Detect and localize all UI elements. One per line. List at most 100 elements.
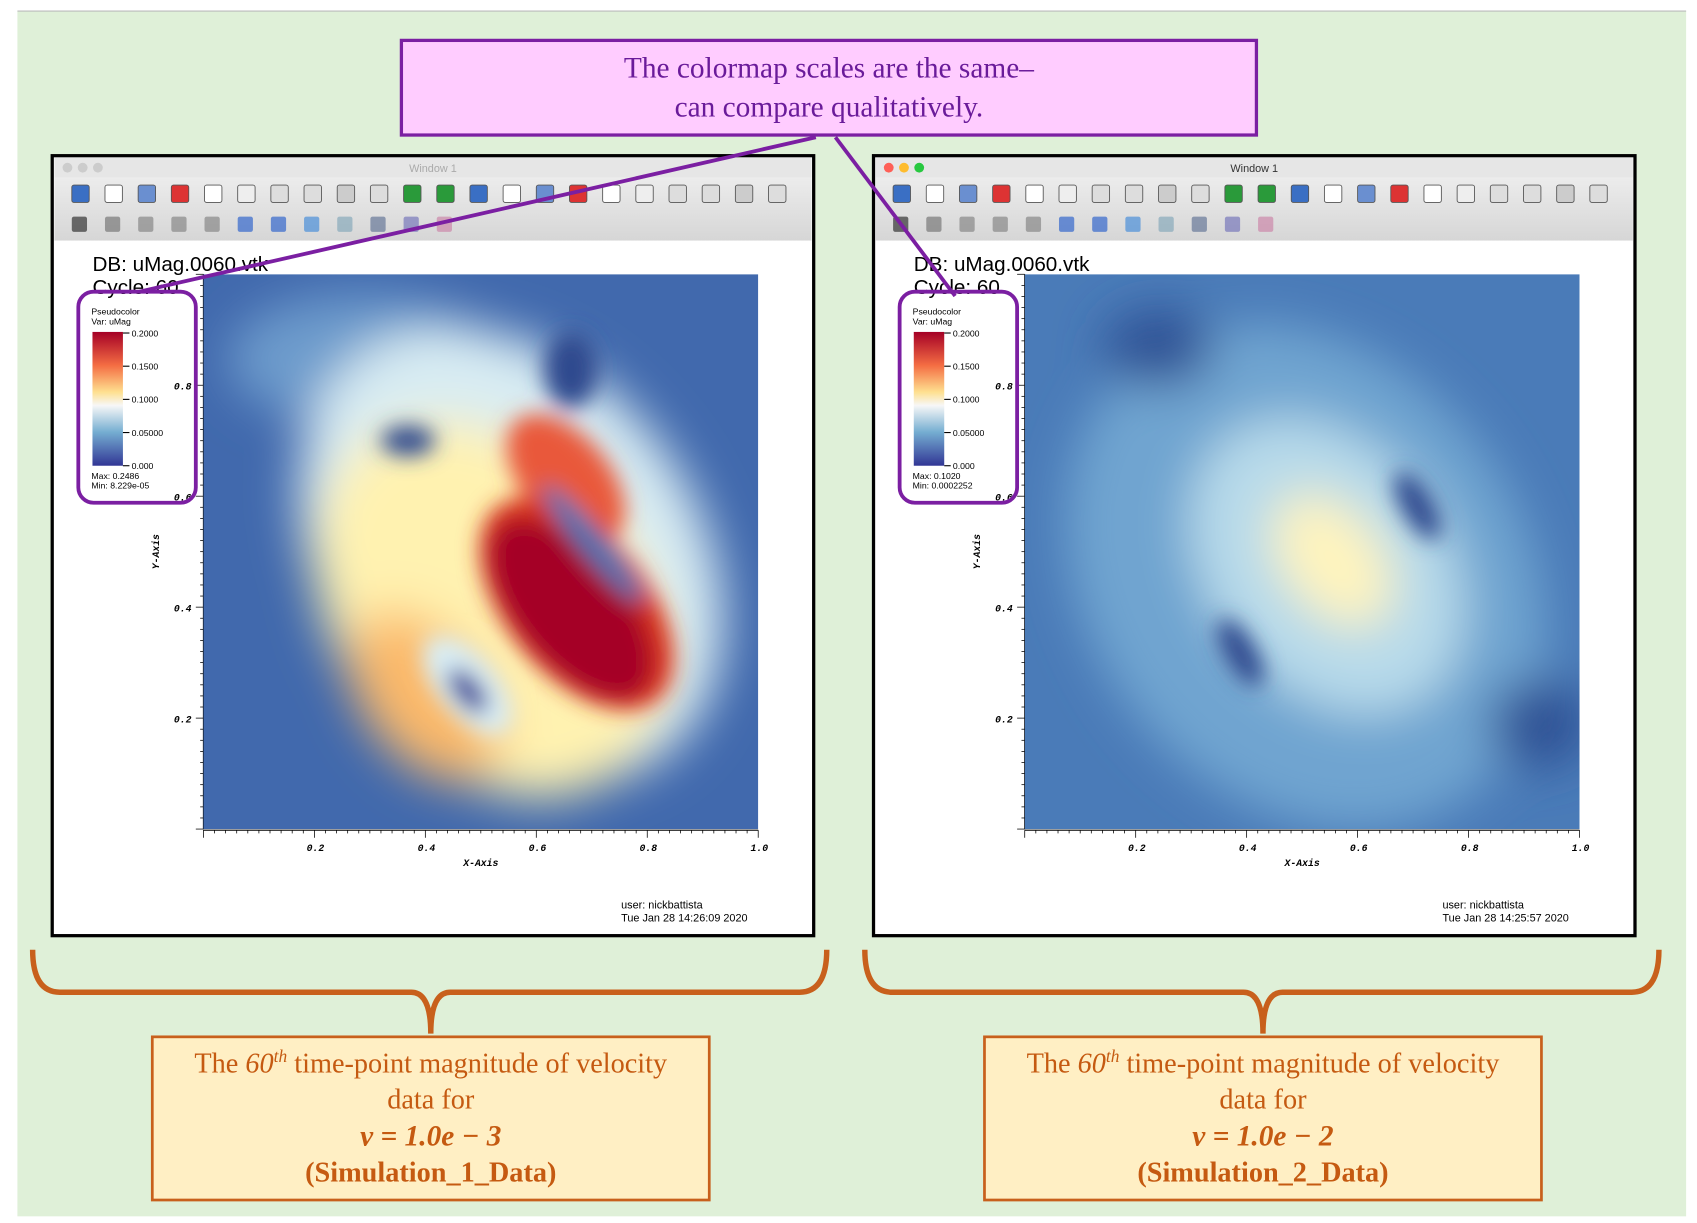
toolbar-icon [701,184,721,203]
toolbar-icon [1456,184,1475,203]
colorbar-label: 0.000 [132,461,154,471]
toolbar-icon [926,216,942,232]
y-tick-label: 0.6 [995,493,1013,504]
toolbar-icon [1323,184,1343,203]
toolbar-icon [71,184,90,203]
x-tick-label: 0.2 [307,843,325,854]
toolbar-icon [1025,184,1044,203]
colorbar-label: 0.2000 [953,328,980,338]
toolbar-icon [237,184,256,203]
y-tick-label: 0.4 [995,604,1013,615]
toolbar-icon [1092,216,1108,232]
toolbar-icon [1357,184,1376,203]
cycle-label: Cycle: 60 [914,276,1000,299]
toolbar-icon [1556,184,1575,203]
window-button [883,162,894,173]
caption-line: data for [387,1085,475,1116]
window-title: Window 1 [1230,163,1278,175]
toolbar-icon [204,184,223,203]
toolbar-icon [204,216,220,232]
caption-number: 60 [1078,1049,1106,1080]
caption-dataset: (Simulation_1_Data) [305,1158,556,1189]
toolbar-icon [1224,184,1243,203]
callout-text: The colormap scales are the same– [624,52,1034,84]
toolbar-icon [734,184,754,203]
x-axis-title: X-Axis [462,858,498,869]
x-tick-label: 0.8 [640,843,658,854]
toolbar-icon [1025,216,1042,232]
toolbar-icon [892,184,911,203]
legend-title: Pseudocolor [913,307,961,317]
window-button [899,162,909,173]
legend-max: Max: 0.1020 [913,471,961,481]
legend-highlight [897,289,1020,505]
toolbar-icon [104,216,121,232]
toolbar-icon [768,184,787,203]
caption-number: 60 [245,1049,273,1080]
toolbar-icon [1058,216,1075,232]
caption-formula: ν = 1.0e − 3 [360,1121,501,1153]
legend-var: Var: uMag [91,316,131,326]
caption-sup: th [274,1046,288,1066]
toolbar-icon [370,216,386,232]
toolbar-icon [1058,184,1077,203]
y-tick-label: 0.6 [174,493,192,504]
brace [862,949,1662,1034]
x-tick-label: 1.0 [1572,843,1590,854]
toolbar-icon [602,184,621,203]
toolbar-icon [1158,184,1177,203]
callout-box [399,38,1259,137]
toolbar-icon [303,184,322,203]
y-tick-label: 0.4 [174,604,192,615]
toolbar-icon [104,184,123,203]
caption-part: time-point magnitude of velocity [1119,1049,1500,1080]
toolbar-icon [502,184,521,203]
toolbar-icon [337,216,353,232]
toolbar-icon [1158,216,1174,232]
legend-min: Min: 0.0002252 [913,481,973,491]
legend-max: Max: 0.2486 [91,471,139,481]
x-tick-label: 0.4 [418,843,436,854]
toolbar-icon [992,184,1011,203]
caption-part: The [1027,1049,1078,1080]
y-tick-label: 0.8 [995,382,1013,393]
toolbar-icon [1523,184,1542,203]
toolbar-icon [237,216,253,232]
toolbar-icon [1390,184,1409,203]
colorbar-label: 0.1500 [132,361,159,371]
x-tick-label: 0.6 [529,843,547,854]
toolbar-icon [1191,216,1207,232]
toolbar-icon [668,184,687,203]
x-axis-title: X-Axis [1284,858,1320,869]
caption-part: time-point magnitude of velocity [287,1049,668,1080]
toolbar-icon [1091,184,1111,203]
colorbar-label: 0.1000 [132,395,159,405]
colorbar [913,331,945,466]
window-button [62,162,73,173]
legend-title: Pseudocolor [91,307,139,317]
caption-box [150,1035,711,1202]
user-label: user: nickbattista [1442,899,1524,911]
y-axis-title: Y-Axis [151,534,162,569]
window-button [93,162,103,173]
toolbar-icon [403,184,422,203]
pointer [833,136,957,298]
toolbar-icon [270,216,287,232]
toolbar-icon [436,184,455,203]
caption-line: The 60th time-point magnitude of velocit… [194,1046,668,1080]
toolbar-icon [304,216,320,232]
x-tick-label: 1.0 [750,843,768,854]
caption-sup: th [1106,1046,1120,1066]
toolbar-icon [1489,184,1509,203]
colorbar-label: 0.1500 [953,361,980,371]
toolbar-icon [959,216,975,232]
toolbar-icon [1224,216,1241,232]
toolbar-icon [1258,216,1274,232]
toolbar-icon [1423,184,1442,203]
toolbar [875,177,1633,241]
toolbar-icon [1257,184,1276,203]
title-bar [54,157,812,178]
user-label: user: nickbattista [621,899,703,911]
caption-line: data for [1219,1085,1307,1116]
